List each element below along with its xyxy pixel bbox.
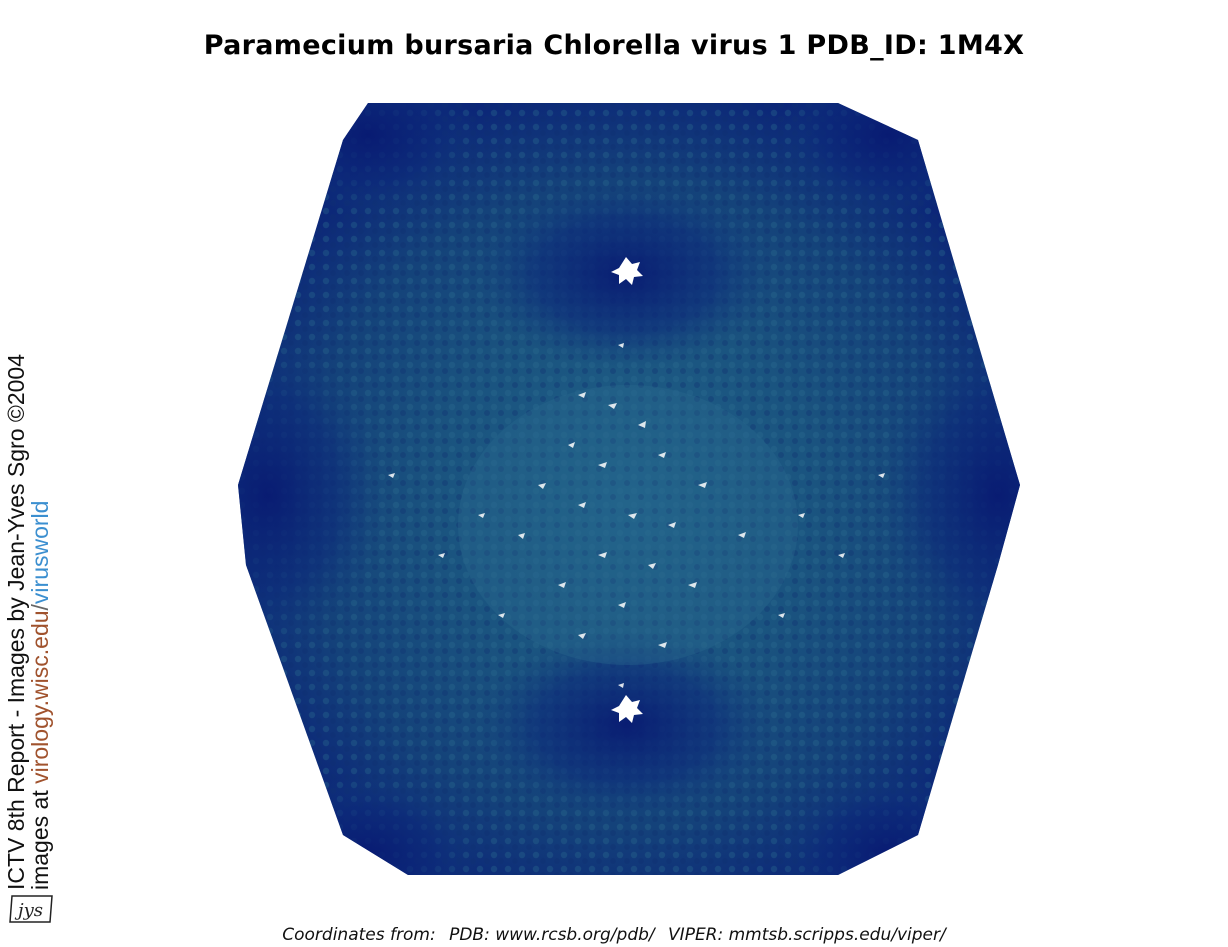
virusworld-link[interactable]: virusworld (27, 500, 53, 605)
svg-text:jys: jys (14, 900, 43, 921)
credit-line: ICTV 8th Report - Images by Jean-Yves Sg… (3, 354, 29, 890)
coords-label: Coordinates from: (282, 925, 436, 945)
credit-sidebar: ICTV 8th Report - Images by Jean-Yves Sg… (3, 290, 53, 890)
jys-logo: jys (6, 892, 56, 926)
website-link[interactable]: virology.wisc.edu (27, 610, 53, 784)
website-prefix: images at (27, 783, 53, 890)
website-slash: / (27, 604, 53, 611)
pdb-link[interactable]: PDB: www.rcsb.org/pdb/ (449, 925, 655, 945)
virus-capsid-image (238, 95, 1020, 880)
website-line: images at virology.wisc.edu/virusworld (27, 290, 53, 890)
footer-credits: Coordinates from: PDB: www.rcsb.org/pdb/… (0, 925, 1228, 945)
viper-link[interactable]: VIPER: mmtsb.scripps.edu/viper/ (668, 925, 946, 945)
page-title: Paramecium bursaria Chlorella virus 1 PD… (203, 30, 1025, 61)
